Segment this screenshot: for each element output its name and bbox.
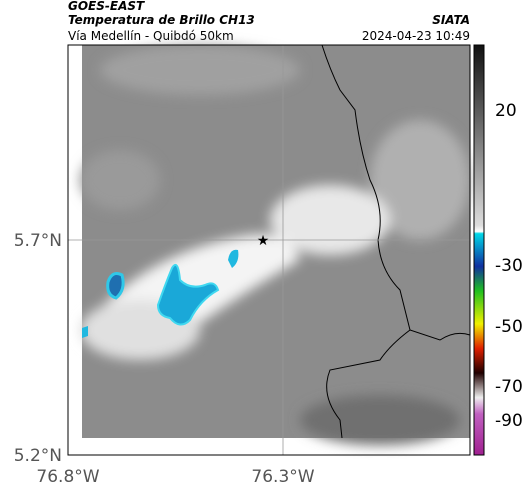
colorbar-tick: -90 bbox=[495, 411, 523, 431]
brand: SIATA bbox=[432, 13, 470, 27]
svg-text:★: ★ bbox=[257, 233, 270, 249]
colorbar: 20 -30 -50 -70 -90 bbox=[473, 44, 523, 456]
colorbar-tick: 20 bbox=[495, 101, 517, 121]
colorbar-tick: -30 bbox=[495, 256, 523, 276]
timestamp: 2024-04-23 10:49 bbox=[362, 29, 470, 43]
title: Temperatura de Brillo CH13 bbox=[68, 13, 255, 27]
colorbar-tick: -50 bbox=[495, 317, 523, 337]
lon-label: 76.8°W bbox=[36, 467, 99, 487]
colorbar-tick: -70 bbox=[495, 377, 523, 397]
header: GOES-EAST Temperatura de Brillo CH13 Vía… bbox=[68, 0, 470, 43]
lat-label: 5.7°N bbox=[14, 231, 62, 251]
lon-label: 76.3°W bbox=[251, 467, 314, 487]
lat-label: 5.2°N bbox=[14, 446, 62, 466]
source: GOES-EAST bbox=[68, 0, 145, 13]
subtitle: Vía Medellín - Quibdó 50km bbox=[68, 29, 234, 43]
map: ★ 5.7°N 5.2°N 76.8°W 76.3°W bbox=[14, 44, 471, 487]
